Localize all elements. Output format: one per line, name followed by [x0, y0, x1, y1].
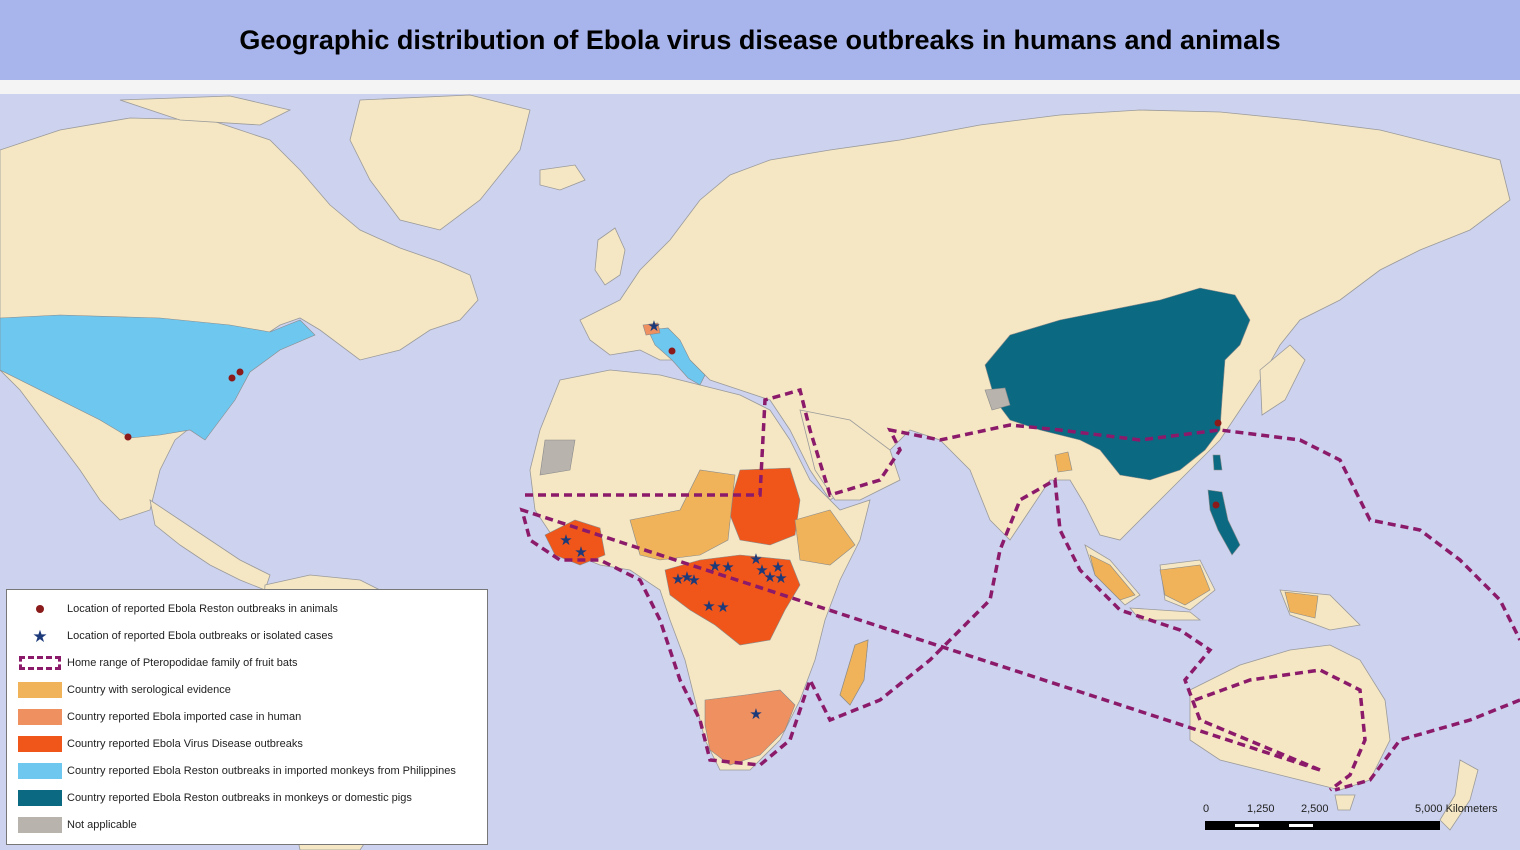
country-drc-congo [664, 554, 801, 646]
animal-outbreak-dot [124, 433, 132, 441]
scale-tick-label: 5,000 Kilometers [1415, 803, 1498, 815]
legend-label: Country reported Ebola Virus Disease out… [67, 738, 303, 750]
country-indonesia-serological [1089, 554, 1319, 619]
outbreak-star: ★ [716, 598, 729, 616]
legend-row: Country reported Ebola Reston outbreaks … [7, 788, 487, 808]
fruit-bat-range-australia [1194, 668, 1367, 792]
country-usa [0, 314, 316, 441]
legend-swatch [18, 682, 62, 698]
country-bangladesh [1054, 451, 1073, 473]
legend-swatch [18, 817, 62, 833]
scale-tick-label: 0 [1203, 803, 1210, 815]
landmass-arctic-islands [119, 95, 292, 126]
country-western-sahara [539, 439, 576, 476]
country-italy [647, 327, 706, 386]
legend-row: ★ Location of reported Ebola outbreaks o… [7, 626, 487, 646]
title-bar: Geographic distribution of Ebola virus d… [0, 0, 1520, 80]
legend-row: Location of reported Ebola Reston outbre… [7, 599, 487, 619]
scale-bar-graphic [1205, 821, 1440, 830]
legend-swatch [18, 736, 62, 752]
animal-outbreak-dot [1212, 501, 1220, 509]
country-china [984, 287, 1251, 481]
country-south-africa [704, 689, 796, 766]
legend-label: Location of reported Ebola outbreaks or … [67, 630, 333, 642]
dashed-range-icon [19, 656, 61, 670]
legend-label: Location of reported Ebola Reston outbre… [67, 603, 338, 615]
legend-row: Country reported Ebola imported case in … [7, 707, 487, 727]
country-kashmir [984, 387, 1011, 411]
legend-label: Country reported Ebola Reston outbreaks … [67, 792, 412, 804]
outbreak-star: ★ [671, 570, 684, 588]
legend-row: Country with serological evidence [7, 680, 487, 700]
legend-row: Home range of Pteropodidae family of fru… [7, 653, 487, 673]
landmass-british-isles [594, 227, 626, 286]
outbreak-star: ★ [687, 571, 700, 589]
outbreak-star: ★ [647, 317, 660, 335]
outbreak-star: ★ [559, 531, 572, 549]
country-madagascar-serological [839, 639, 869, 706]
legend-swatch [18, 763, 62, 779]
scale-tick-label: 1,250 [1247, 803, 1275, 815]
outbreak-star: ★ [708, 557, 721, 575]
landmass-japan [1259, 344, 1306, 416]
legend-label: Country reported Ebola imported case in … [67, 711, 302, 723]
country-taiwan [1212, 454, 1223, 471]
legend-label: Home range of Pteropodidae family of fru… [67, 657, 298, 669]
outbreak-star: ★ [680, 568, 693, 586]
map-title: Geographic distribution of Ebola virus d… [239, 24, 1281, 55]
animal-outbreak-dot [228, 374, 236, 382]
outbreak-star: ★ [574, 543, 587, 561]
star-icon: ★ [32, 626, 48, 646]
legend-row: Country reported Ebola Reston outbreaks … [7, 761, 487, 781]
legend-row: Not applicable [7, 815, 487, 835]
outbreak-star: ★ [721, 558, 734, 576]
legend-label: Country reported Ebola Reston outbreaks … [67, 765, 456, 777]
outbreak-star: ★ [755, 561, 768, 579]
country-switzerland [642, 322, 661, 336]
legend: Location of reported Ebola Reston outbre… [6, 589, 488, 845]
legend-swatch [18, 790, 62, 806]
outbreak-star: ★ [749, 705, 762, 723]
country-ethiopia [794, 509, 856, 566]
legend-label: Country with serological evidence [67, 684, 231, 696]
title-separator [0, 80, 1520, 94]
legend-label: Not applicable [67, 819, 137, 831]
outbreak-star: ★ [774, 569, 787, 587]
legend-swatch [18, 709, 62, 725]
landmass-greenland [349, 94, 531, 231]
country-sudan [727, 467, 801, 546]
landmass-iceland [539, 164, 586, 191]
animal-outbreak-dot [236, 368, 244, 376]
landmass-new-zealand [1439, 759, 1479, 831]
scale-tick-label: 2,500 [1301, 803, 1329, 815]
outbreak-star: ★ [763, 568, 776, 586]
landmass-australia [1189, 644, 1391, 791]
fruit-bat-range-africa-asia [519, 387, 1520, 792]
outbreak-star: ★ [771, 558, 784, 576]
scale-bar: 0 1,250 2,500 5,000 Kilometers [1195, 803, 1515, 843]
outbreak-star: ★ [749, 550, 762, 568]
animal-outbreak-dot [1214, 419, 1222, 427]
animal-outbreak-dot [668, 347, 676, 355]
landmass-tasmania [1334, 794, 1356, 811]
legend-row: Country reported Ebola Virus Disease out… [7, 734, 487, 754]
outbreak-star: ★ [702, 597, 715, 615]
dot-icon [36, 605, 44, 613]
